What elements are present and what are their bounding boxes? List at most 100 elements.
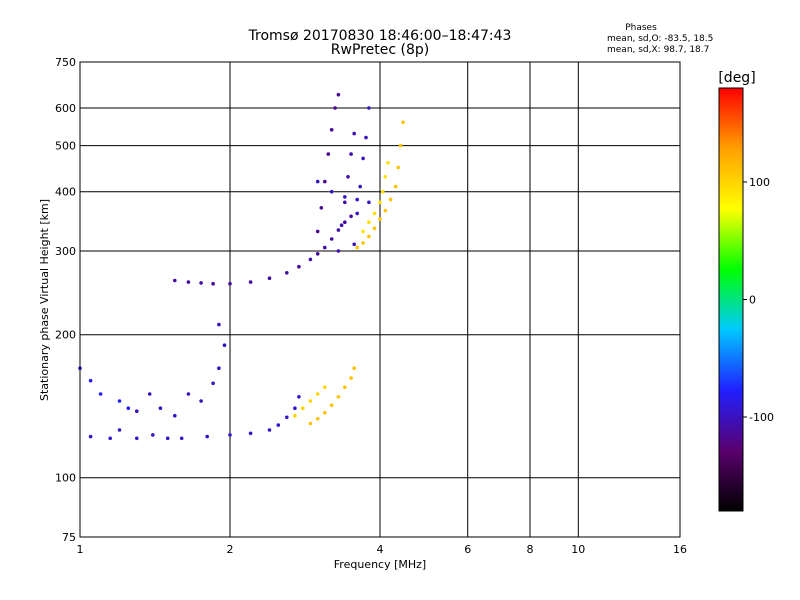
data-point — [323, 385, 327, 390]
data-point — [323, 179, 327, 184]
data-point — [308, 257, 313, 262]
data-point — [315, 417, 320, 421]
colorbar-ticks: 100 0 -100 — [743, 176, 774, 424]
data-point — [364, 135, 368, 140]
data-point — [346, 175, 350, 179]
data-point — [326, 152, 331, 156]
y-tick-label: 400 — [55, 186, 76, 199]
data-point — [378, 200, 382, 205]
data-point — [186, 392, 191, 396]
data-point — [388, 197, 393, 202]
data-point — [165, 436, 170, 441]
data-point — [355, 245, 360, 250]
data-point — [151, 433, 155, 437]
y-tick-label: 100 — [55, 472, 76, 485]
data-point — [205, 434, 209, 439]
data-point — [323, 245, 327, 250]
data-point — [158, 406, 163, 411]
data-point — [396, 165, 401, 170]
data-point — [301, 406, 305, 411]
data-point — [361, 241, 365, 245]
data-point — [343, 195, 347, 199]
data-point — [228, 433, 232, 437]
data-point — [358, 184, 363, 189]
data-point — [319, 206, 324, 210]
data-point — [367, 200, 371, 205]
data-point — [211, 381, 215, 386]
data-point — [248, 280, 253, 284]
data-point — [361, 156, 365, 161]
data-point — [217, 366, 221, 371]
y-tick-label: 600 — [55, 102, 76, 115]
x-tick-label: 8 — [527, 543, 534, 556]
chart-title-line2: RwPretec (8p) — [331, 42, 429, 58]
data-point — [386, 161, 390, 165]
y-axis-ticks: 75 100 200 300 400 500 600 750 — [55, 56, 76, 544]
colorbar — [718, 87, 744, 512]
data-point — [367, 234, 371, 239]
data-point — [147, 392, 152, 396]
data-point — [135, 436, 139, 441]
data-point — [372, 211, 377, 216]
data-point — [355, 197, 360, 202]
y-tick-label: 75 — [62, 531, 76, 544]
data-point — [297, 264, 301, 269]
y-tick-label: 300 — [55, 245, 76, 258]
data-point — [349, 214, 353, 219]
x-tick-label: 6 — [464, 543, 471, 556]
data-point — [336, 228, 341, 232]
data-point — [117, 399, 122, 403]
data-point — [315, 252, 320, 256]
phases-o-line: mean, sd,O: -83.5, 18.5 — [607, 34, 713, 44]
chart-title-line1: Tromsø 20170830 18:46:00–18:47:43 — [248, 28, 512, 44]
data-points — [78, 92, 405, 441]
x-axis-ticks: 1 2 4 6 8 10 16 — [77, 543, 688, 556]
plot-frame — [79, 61, 681, 538]
data-point — [343, 220, 347, 224]
data-point — [378, 217, 382, 221]
x-tick-label: 16 — [673, 543, 687, 556]
data-point — [173, 413, 177, 418]
data-point — [186, 280, 191, 284]
data-point — [349, 376, 353, 380]
y-axis-label: Stationary phase Virtual Height [km] — [38, 199, 51, 401]
data-point — [285, 415, 289, 420]
data-point — [117, 428, 122, 432]
data-point — [108, 436, 112, 441]
data-point — [315, 392, 320, 396]
data-point — [352, 366, 357, 371]
data-point — [336, 92, 341, 97]
data-point — [329, 403, 334, 408]
data-point — [297, 395, 301, 399]
x-tick-label: 2 — [227, 543, 234, 556]
data-point — [267, 428, 272, 432]
data-point — [179, 436, 184, 441]
data-point — [199, 281, 203, 285]
data-point — [361, 229, 365, 234]
data-point — [293, 406, 297, 411]
data-point — [401, 120, 405, 125]
data-point — [343, 200, 347, 205]
data-point — [329, 128, 334, 132]
phases-heading: Phases — [625, 23, 657, 33]
phases-x-line: mean, sd,X: 98.7, 18.7 — [607, 45, 709, 55]
x-axis-label: Frequency [MHz] — [334, 558, 426, 571]
colorbar-tick-label: 0 — [749, 294, 756, 307]
data-point — [248, 431, 253, 436]
data-point — [222, 343, 227, 348]
grid-lines — [80, 62, 680, 537]
data-point — [367, 106, 371, 110]
colorbar-tick-label: 100 — [749, 176, 770, 189]
x-tick-label: 1 — [77, 543, 84, 556]
data-point — [98, 392, 103, 396]
colorbar-tick-label: -100 — [749, 411, 774, 424]
data-point — [393, 184, 398, 189]
data-point — [383, 208, 388, 213]
data-point — [383, 175, 388, 179]
data-point — [352, 131, 357, 136]
data-point — [315, 229, 320, 234]
data-point — [398, 143, 403, 148]
data-point — [333, 106, 337, 110]
data-point — [228, 281, 232, 286]
